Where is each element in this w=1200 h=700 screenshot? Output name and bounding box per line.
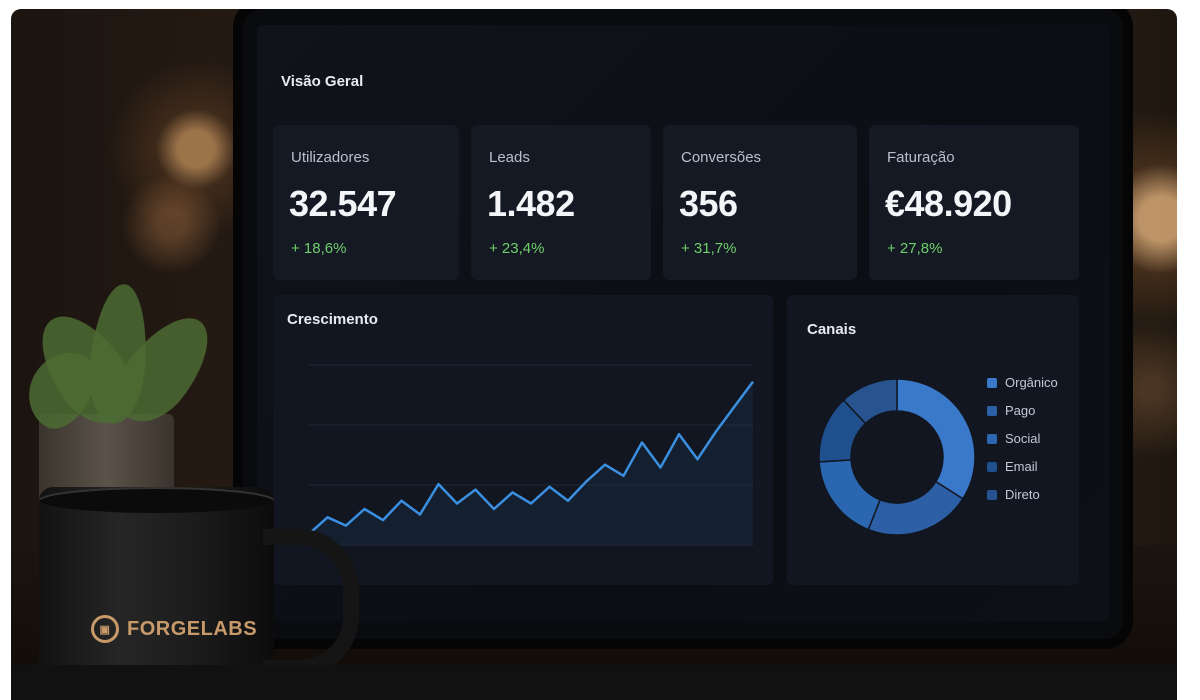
bottom-bar <box>11 665 1177 700</box>
legend-item: Direto <box>987 487 1058 502</box>
series-area <box>309 381 753 545</box>
kpi-label: Leads <box>489 149 530 166</box>
legend-swatch <box>987 489 997 500</box>
legend-label: Email <box>1005 459 1038 474</box>
kpi-delta: + 23,4% <box>489 240 545 257</box>
legend-item: Pago <box>987 403 1058 418</box>
legend-label: Orgânico <box>1005 375 1058 390</box>
kpi-value: 356 <box>679 183 738 224</box>
page-title: Visão Geral <box>281 73 364 90</box>
kpi-label: Utilizadores <box>291 149 370 166</box>
dashboard-photo: Visão Geral Utilizadores 32.547 + 18,6% … <box>11 9 1177 665</box>
legend-label: Pago <box>1005 403 1036 418</box>
donut-slice-orgânico <box>896 378 976 500</box>
mug: ▣ FORGELABS <box>39 487 274 665</box>
series-line <box>308 380 755 535</box>
legend-item: Orgânico <box>987 375 1058 390</box>
kpi-card-users[interactable]: Utilizadores 32.547 + 18,6% <box>273 125 459 280</box>
donut-slice-pago <box>867 480 964 536</box>
mug-handle <box>263 529 359 665</box>
legend-label: Direto <box>1005 487 1040 502</box>
kpi-delta: + 18,6% <box>291 240 347 257</box>
donut-slice-direto <box>842 378 898 425</box>
channels-panel: Canais Orgânico Pago Social Email Direto <box>787 295 1079 585</box>
growth-title: Crescimento <box>287 311 378 328</box>
mug-rim <box>39 487 274 513</box>
channels-legend: Orgânico Pago Social Email Direto <box>987 375 1058 515</box>
growth-line-chart <box>308 364 755 546</box>
kpi-delta: + 27,8% <box>887 240 943 257</box>
kpi-card-revenue[interactable]: Faturação €48.920 + 27,8% <box>869 125 1079 280</box>
donut-slice-social <box>818 459 882 531</box>
kpi-value: 1.482 <box>487 183 575 224</box>
legend-item: Email <box>987 459 1058 474</box>
channels-title: Canais <box>807 321 857 338</box>
channels-donut-chart <box>818 378 976 536</box>
legend-swatch <box>987 377 997 388</box>
mug-logo-text: FORGELABS <box>127 617 258 640</box>
kpi-label: Faturação <box>887 149 955 166</box>
dashboard-screen: Visão Geral Utilizadores 32.547 + 18,6% … <box>257 25 1109 621</box>
legend-swatch <box>987 433 997 444</box>
kpi-card-conversions[interactable]: Conversões 356 + 31,7% <box>663 125 857 280</box>
kpi-delta: + 31,7% <box>681 240 737 257</box>
forge-logo-icon: ▣ <box>91 615 119 643</box>
legend-label: Social <box>1005 431 1041 446</box>
growth-panel: Crescimento <box>273 295 773 585</box>
legend-item: Social <box>987 431 1058 446</box>
kpi-label: Conversões <box>681 149 762 166</box>
monitor: Visão Geral Utilizadores 32.547 + 18,6% … <box>243 9 1123 639</box>
kpi-value: €48.920 <box>885 183 1012 224</box>
kpi-value: 32.547 <box>289 183 397 224</box>
legend-swatch <box>987 461 997 472</box>
mug-logo: ▣ FORGELABS <box>91 615 257 643</box>
kpi-card-leads[interactable]: Leads 1.482 + 23,4% <box>471 125 651 280</box>
legend-swatch <box>987 405 997 416</box>
